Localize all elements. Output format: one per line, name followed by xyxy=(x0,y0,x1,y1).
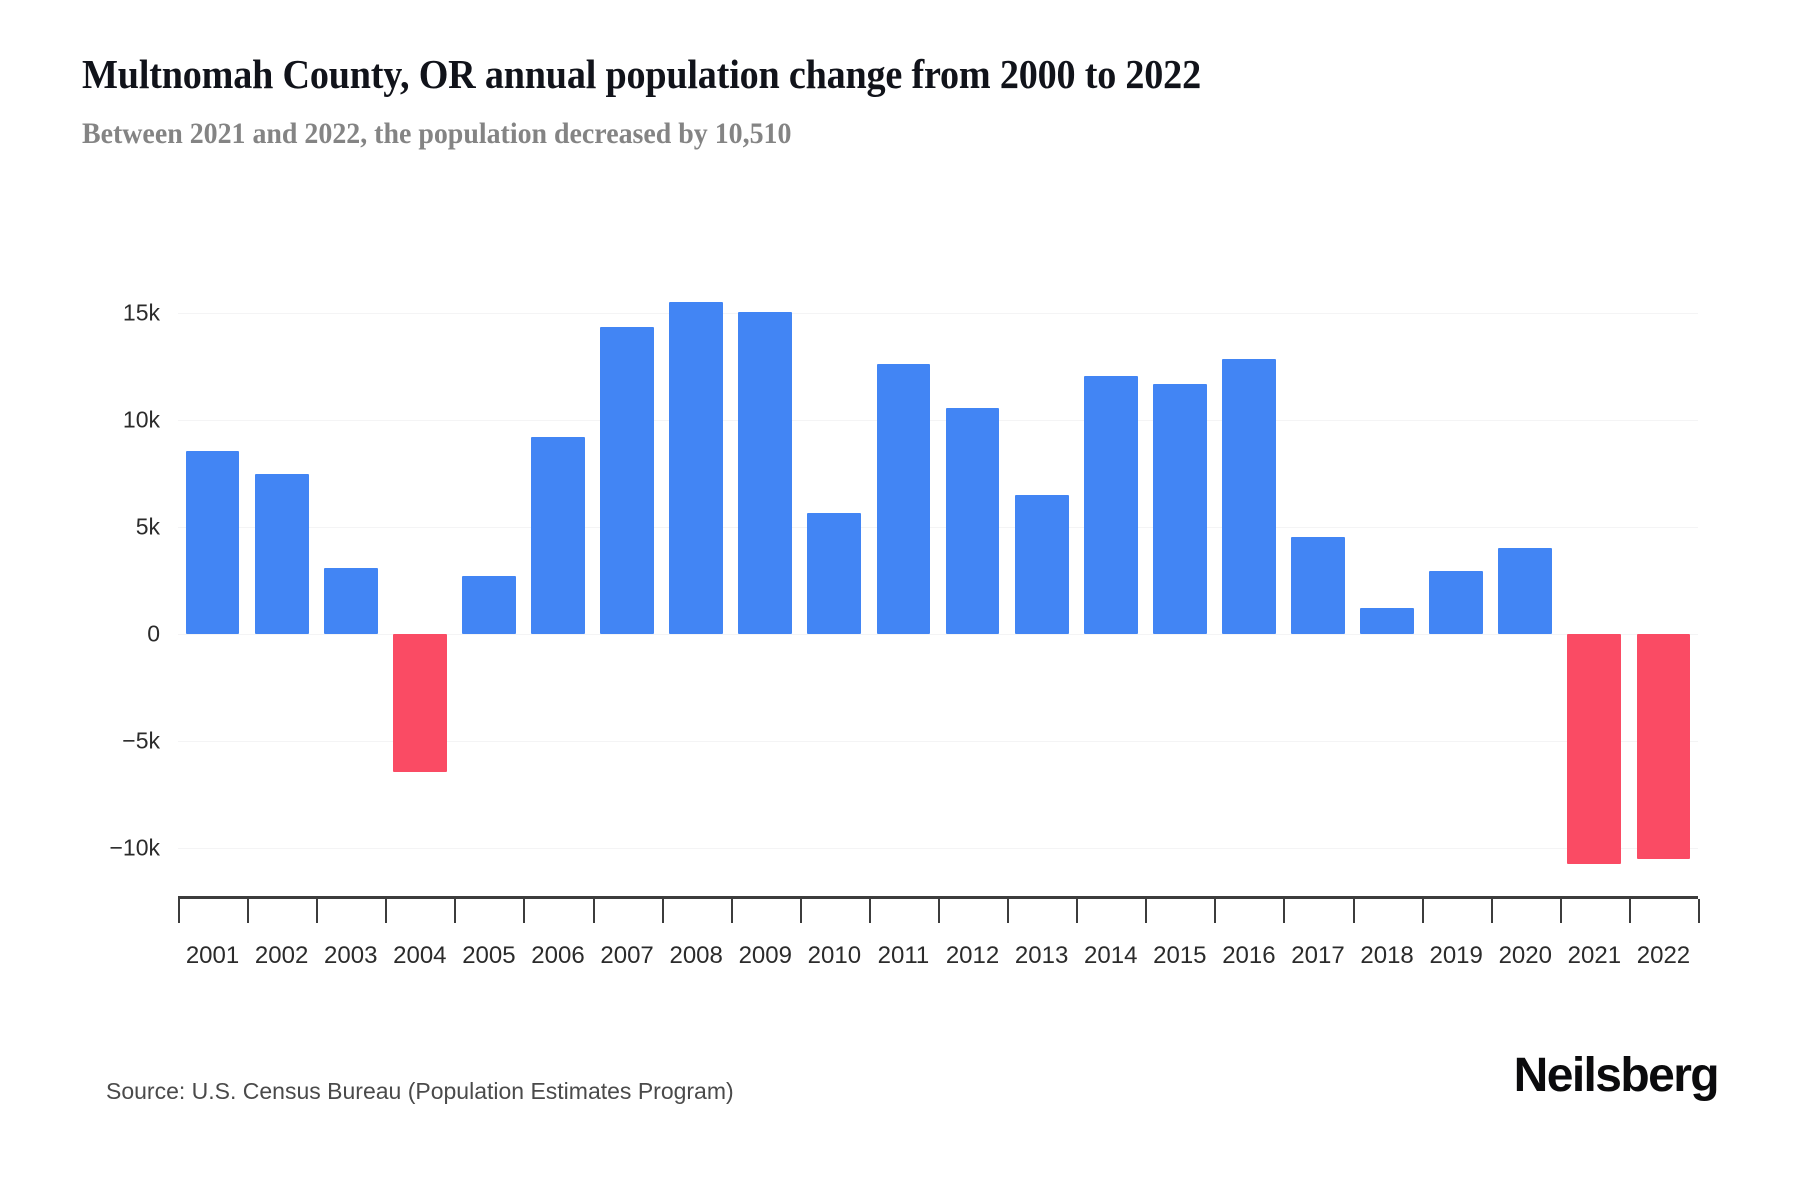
x-axis-tick-label: 2012 xyxy=(945,942,1000,969)
x-axis-tick-label: 2005 xyxy=(462,942,516,969)
x-axis-tick xyxy=(523,899,526,923)
x-axis-tick-label: 2019 xyxy=(1429,942,1483,969)
x-axis-tick-label: 2009 xyxy=(738,942,792,969)
x-axis-tick xyxy=(1283,899,1286,923)
x-axis-tick-label: 2006 xyxy=(531,942,585,969)
bar-2020[interactable] xyxy=(1498,548,1553,634)
gridline xyxy=(178,634,1698,635)
x-axis-tick xyxy=(1352,899,1355,923)
bar-2022[interactable] xyxy=(1636,634,1691,859)
x-axis-tick xyxy=(178,899,180,923)
bar-2008[interactable] xyxy=(669,302,724,634)
gridline xyxy=(178,741,1698,742)
x-axis-tick xyxy=(385,899,388,923)
x-axis-tick xyxy=(661,899,664,923)
x-axis-line xyxy=(178,896,1698,899)
bar-2016[interactable] xyxy=(1221,359,1276,634)
bar-2009[interactable] xyxy=(738,311,793,634)
x-axis-tick xyxy=(316,899,319,923)
gridline xyxy=(178,420,1698,421)
bar-2005[interactable] xyxy=(461,576,516,634)
bar-2017[interactable] xyxy=(1291,536,1345,634)
x-axis-tick-label: 2010 xyxy=(807,942,862,969)
bar-2012[interactable] xyxy=(945,408,1000,634)
x-axis-tick xyxy=(938,899,940,923)
x-axis-tick xyxy=(454,899,457,923)
bar-2011[interactable] xyxy=(876,364,931,634)
x-axis-tick xyxy=(1076,899,1079,923)
x-axis-tick xyxy=(1145,899,1148,923)
x-axis-tick-label: 2017 xyxy=(1291,942,1345,969)
bar-2010[interactable] xyxy=(807,513,862,634)
gridline xyxy=(178,527,1698,528)
x-axis-tick xyxy=(799,899,802,923)
x-axis-tick-label: 2014 xyxy=(1084,942,1138,969)
x-axis-tick-label: 2007 xyxy=(600,942,654,969)
x-axis-tick xyxy=(1628,899,1631,923)
x-axis-tick-label: 2013 xyxy=(1014,942,1069,969)
bar-2004[interactable] xyxy=(392,634,447,773)
y-axis-tick-label: −5k xyxy=(122,727,160,754)
y-axis-tick-label: 0 xyxy=(147,620,160,647)
x-axis-tick xyxy=(1559,899,1562,923)
x-axis-tick-label: 2015 xyxy=(1153,942,1207,969)
gridline xyxy=(178,313,1698,314)
x-axis-tick-label: 2022 xyxy=(1636,942,1691,969)
bar-2014[interactable] xyxy=(1083,376,1138,634)
bar-2015[interactable] xyxy=(1152,383,1207,634)
y-axis-tick-label: −10k xyxy=(109,834,160,861)
x-axis-tick-label: 2018 xyxy=(1360,942,1414,969)
page-title: Multnomah County, OR annual population c… xyxy=(82,51,1201,97)
bar-2002[interactable] xyxy=(254,473,309,634)
x-axis-tick-label: 2011 xyxy=(877,942,930,969)
gridline xyxy=(178,848,1698,849)
x-axis-tick xyxy=(1007,899,1010,923)
x-axis-tick-label: 2003 xyxy=(324,942,378,969)
bar-2021[interactable] xyxy=(1567,634,1622,865)
brand-logo: Neilsberg xyxy=(1513,1049,1720,1102)
bar-2006[interactable] xyxy=(531,437,585,634)
bar-2013[interactable] xyxy=(1014,494,1069,634)
x-axis-tick-label: 2020 xyxy=(1498,942,1552,969)
bar-2003[interactable] xyxy=(323,567,378,634)
y-axis-tick-label: 10k xyxy=(122,406,160,433)
x-axis-tick xyxy=(1490,899,1493,923)
x-axis-tick xyxy=(1421,899,1424,923)
x-axis-tick-label: 2001 xyxy=(185,942,240,969)
y-axis-tick-label: 15k xyxy=(122,299,160,326)
x-axis-tick-label: 2016 xyxy=(1222,942,1276,969)
x-axis-tick xyxy=(1214,899,1217,923)
bar-2019[interactable] xyxy=(1429,570,1484,634)
x-axis-tick xyxy=(730,899,733,923)
bar-2001[interactable] xyxy=(185,451,240,634)
x-axis-tick-label: 2002 xyxy=(254,942,309,969)
x-axis-tick-label: 2021 xyxy=(1567,942,1622,969)
chart-header: Multnomah County, OR annual population c… xyxy=(82,48,1722,154)
bar-2018[interactable] xyxy=(1360,608,1415,634)
x-axis-tick xyxy=(247,899,250,923)
bar-2007[interactable] xyxy=(600,326,655,634)
x-axis-tick-label: 2008 xyxy=(669,942,723,969)
chart-subtitle: Between 2021 and 2022, the population de… xyxy=(82,117,792,150)
source-note: Source: U.S. Census Bureau (Population E… xyxy=(106,1078,734,1104)
x-axis-tick xyxy=(592,899,595,923)
x-axis-tick xyxy=(1698,899,1700,923)
x-axis-tick-label: 2004 xyxy=(393,942,447,969)
y-axis-tick-label: 5k xyxy=(135,513,160,540)
x-axis-tick xyxy=(868,899,871,923)
